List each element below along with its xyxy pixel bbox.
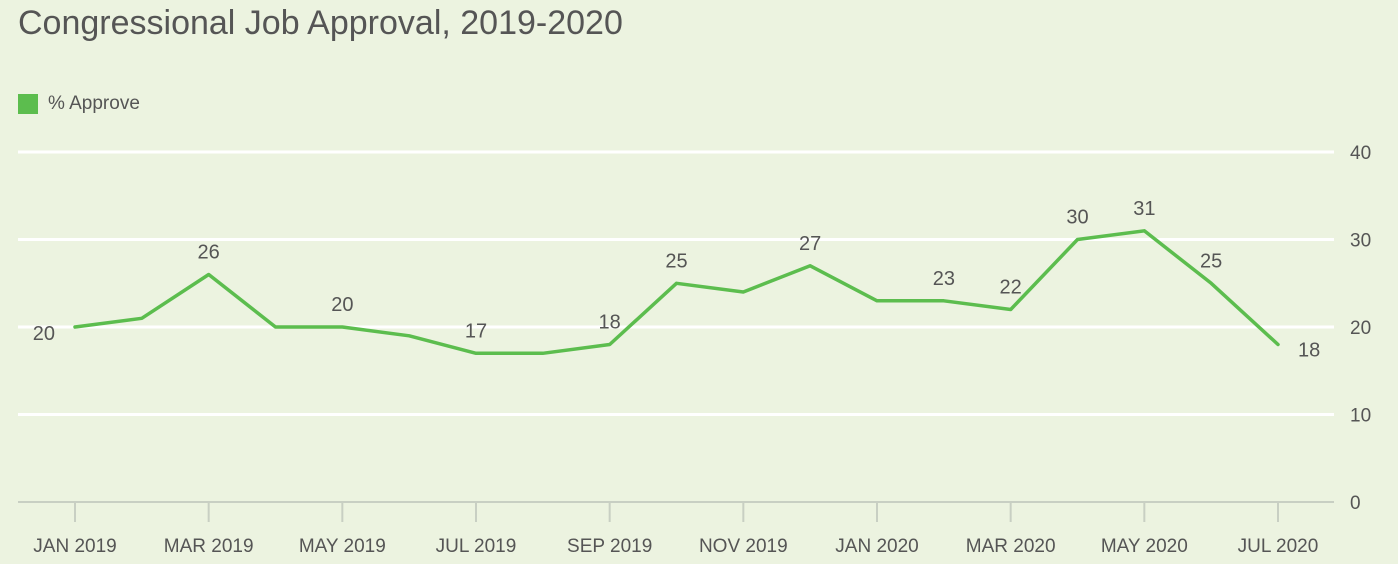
legend-swatch: [18, 94, 38, 114]
x-tick-label: MAR 2020: [966, 536, 1056, 557]
data-label: 25: [665, 250, 687, 272]
chart-title: Congressional Job Approval, 2019-2020: [18, 4, 623, 42]
data-label: 26: [198, 242, 220, 264]
data-label: 17: [465, 320, 487, 342]
x-tick-label: SEP 2019: [567, 536, 652, 557]
x-tick-label: JUL 2019: [436, 536, 517, 557]
data-label: 25: [1200, 250, 1222, 272]
legend: % Approve: [18, 93, 140, 115]
data-label: 22: [1000, 277, 1022, 299]
data-label: 20: [33, 323, 55, 345]
legend-label: % Approve: [48, 93, 140, 114]
data-label: 20: [331, 294, 353, 316]
x-tick-label: JAN 2020: [835, 536, 918, 557]
x-tick-label: MAR 2019: [164, 536, 254, 557]
x-tick-label: MAY 2019: [299, 536, 386, 557]
data-label: 31: [1133, 198, 1155, 220]
x-tick-label: MAY 2020: [1101, 536, 1188, 557]
data-label: 18: [1298, 340, 1320, 362]
x-tick-label: JUL 2020: [1238, 536, 1319, 557]
x-tick-label: JAN 2019: [33, 536, 116, 557]
data-label: 27: [799, 233, 821, 255]
y-tick-label: 20: [1350, 318, 1371, 339]
y-tick-label: 40: [1350, 143, 1371, 164]
data-label: 30: [1066, 207, 1088, 229]
x-tick-label: NOV 2019: [699, 536, 788, 557]
data-label: 18: [599, 312, 621, 334]
y-tick-label: 10: [1350, 406, 1371, 427]
data-label: 23: [933, 268, 955, 290]
y-tick-label: 0: [1350, 493, 1361, 514]
series-line-approve: [73, 229, 1280, 356]
y-tick-label: 30: [1350, 231, 1371, 252]
